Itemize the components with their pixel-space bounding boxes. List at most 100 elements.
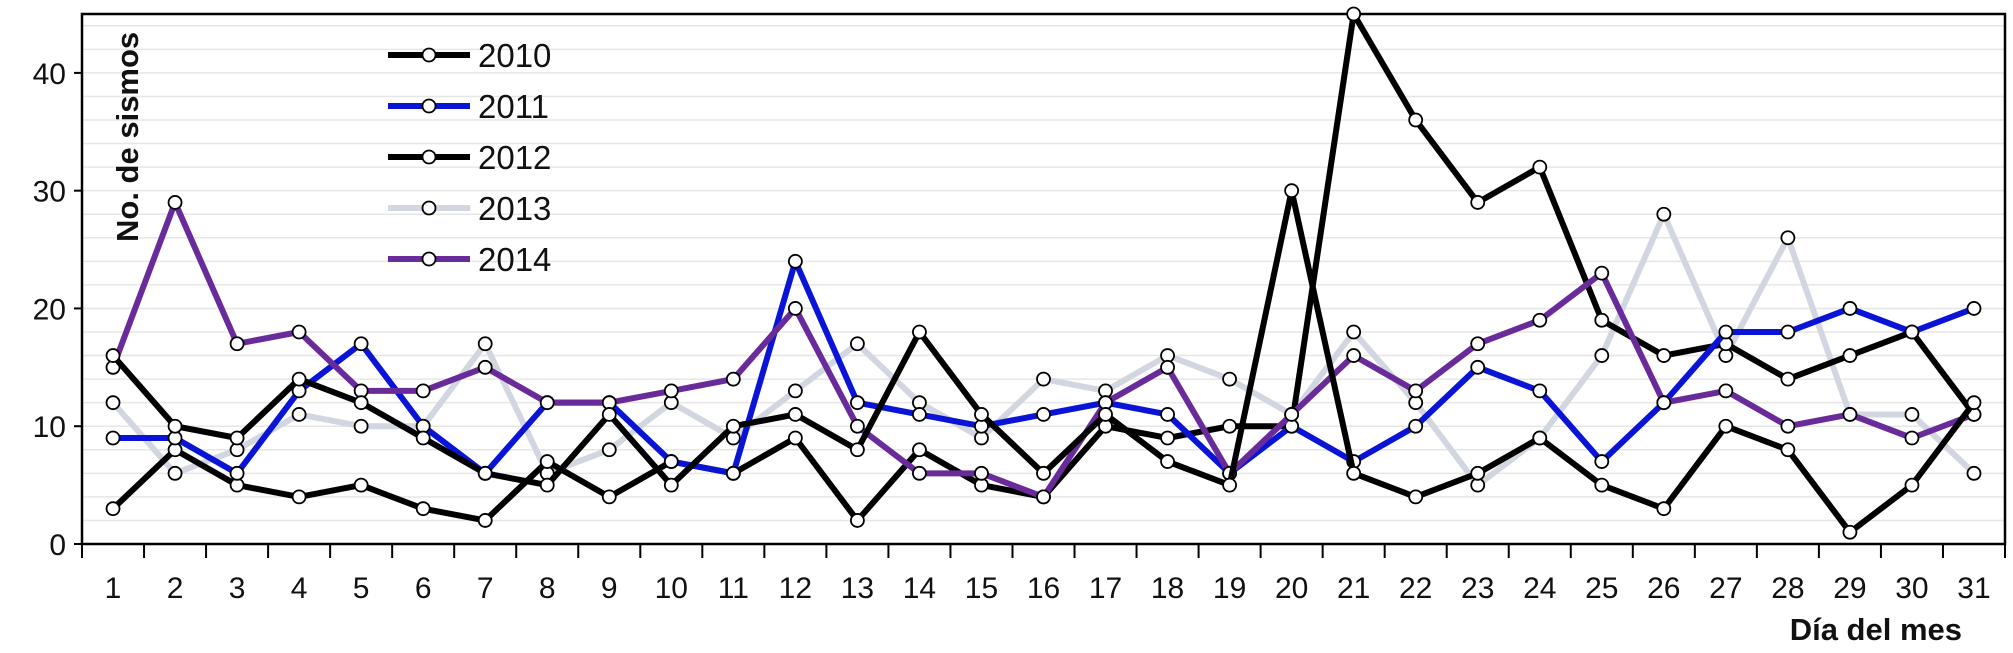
- x-tick-label: 22: [1399, 572, 1432, 605]
- data-point: [912, 442, 927, 458]
- data-point: [974, 407, 989, 422]
- data-point: [1408, 418, 1424, 434]
- legend-marker: [421, 149, 437, 165]
- data-point: [1904, 477, 1920, 493]
- legend-marker: [421, 251, 437, 267]
- x-tick-label: 5: [353, 572, 370, 605]
- data-point: [601, 442, 617, 458]
- legend-label: 2013: [478, 190, 551, 227]
- data-point: [1966, 301, 1982, 316]
- x-tick-label: 31: [1957, 572, 1990, 605]
- data-point: [1842, 348, 1858, 363]
- legend-marker: [421, 47, 437, 63]
- data-point: [1780, 442, 1796, 458]
- data-point: [1780, 324, 1796, 340]
- series-line-2010: [110, 11, 1977, 524]
- data-point: [912, 465, 927, 481]
- x-tick-label: 8: [539, 572, 556, 605]
- data-point: [1594, 265, 1610, 281]
- data-point: [1222, 477, 1237, 493]
- data-point: [1284, 407, 1300, 422]
- data-point: [1594, 348, 1610, 363]
- data-point: [1842, 407, 1858, 422]
- data-point: [167, 418, 183, 434]
- data-point: [1656, 395, 1672, 411]
- x-tick-label: 1: [105, 572, 122, 605]
- data-point: [1842, 524, 1858, 540]
- data-point: [850, 442, 865, 458]
- x-tick-label: 10: [655, 572, 688, 605]
- data-point: [1780, 230, 1796, 246]
- data-point: [1222, 418, 1237, 434]
- x-tick-label: 9: [601, 572, 618, 605]
- y-axis: 0 10 20 30 40: [33, 58, 82, 562]
- x-tick-label: 23: [1461, 572, 1494, 605]
- data-point: [725, 371, 741, 387]
- legend-entry-2014: 2014: [388, 241, 551, 278]
- data-point: [415, 501, 431, 517]
- x-tick-label: 16: [1027, 572, 1060, 605]
- data-point: [1966, 395, 1982, 411]
- data-point: [1470, 465, 1486, 481]
- data-point: [105, 348, 121, 363]
- data-point: [477, 513, 493, 528]
- legend-entry-2012: 2012: [388, 139, 551, 176]
- data-point: [1594, 477, 1610, 493]
- data-point: [850, 395, 865, 411]
- data-point: [1160, 430, 1175, 446]
- legend-label: 2010: [478, 37, 551, 74]
- data-point: [1036, 407, 1051, 422]
- data-point: [539, 395, 555, 411]
- x-tick-label: 25: [1585, 572, 1618, 605]
- data-point: [601, 489, 617, 505]
- data-point: [353, 336, 369, 352]
- x-tick-label: 12: [779, 572, 812, 605]
- data-point: [725, 418, 741, 434]
- data-point: [415, 430, 431, 446]
- data-point: [1842, 301, 1858, 316]
- data-point: [663, 454, 679, 469]
- data-point: [105, 395, 121, 411]
- data-point: [1346, 324, 1362, 340]
- data-point: [1470, 336, 1486, 352]
- data-point: [787, 383, 803, 399]
- data-point: [850, 418, 865, 434]
- data-point: [291, 371, 307, 387]
- x-tick-label: 11: [718, 572, 749, 605]
- series-2012: [105, 183, 1982, 540]
- legend-entry-2010: 2010: [388, 37, 551, 74]
- data-point: [229, 336, 245, 352]
- x-tick-label: 18: [1151, 572, 1184, 605]
- x-tick-label: 4: [291, 572, 308, 605]
- data-point: [1780, 418, 1796, 434]
- x-tick-label: 19: [1213, 572, 1246, 605]
- x-tick-label: 2: [167, 572, 184, 605]
- x-tick-label: 3: [229, 572, 246, 605]
- data-point: [912, 407, 927, 422]
- legend-label: 2014: [478, 241, 551, 278]
- data-point: [291, 324, 307, 340]
- data-point: [1036, 489, 1051, 505]
- data-point: [291, 489, 307, 505]
- data-point: [105, 430, 121, 446]
- data-point: [1036, 465, 1051, 481]
- data-point: [1408, 383, 1424, 399]
- series-line-2012: [110, 187, 1977, 536]
- data-point: [1656, 501, 1672, 517]
- data-point: [105, 501, 121, 517]
- x-tick-label: 15: [965, 572, 998, 605]
- data-point: [850, 513, 865, 528]
- legend-marker: [421, 200, 437, 216]
- legend: 2010 2011 2012 2013 2014: [388, 37, 551, 278]
- data-point: [725, 465, 741, 481]
- x-tick-label: 17: [1089, 572, 1122, 605]
- y-tick-label: 30: [33, 176, 66, 209]
- x-axis-title: Día del mes: [1790, 612, 1962, 647]
- data-point: [1656, 206, 1672, 222]
- data-point: [850, 336, 865, 352]
- data-point: [1098, 407, 1113, 422]
- x-tick-label: 24: [1523, 572, 1556, 605]
- data-point: [539, 477, 555, 493]
- data-point: [1904, 407, 1920, 422]
